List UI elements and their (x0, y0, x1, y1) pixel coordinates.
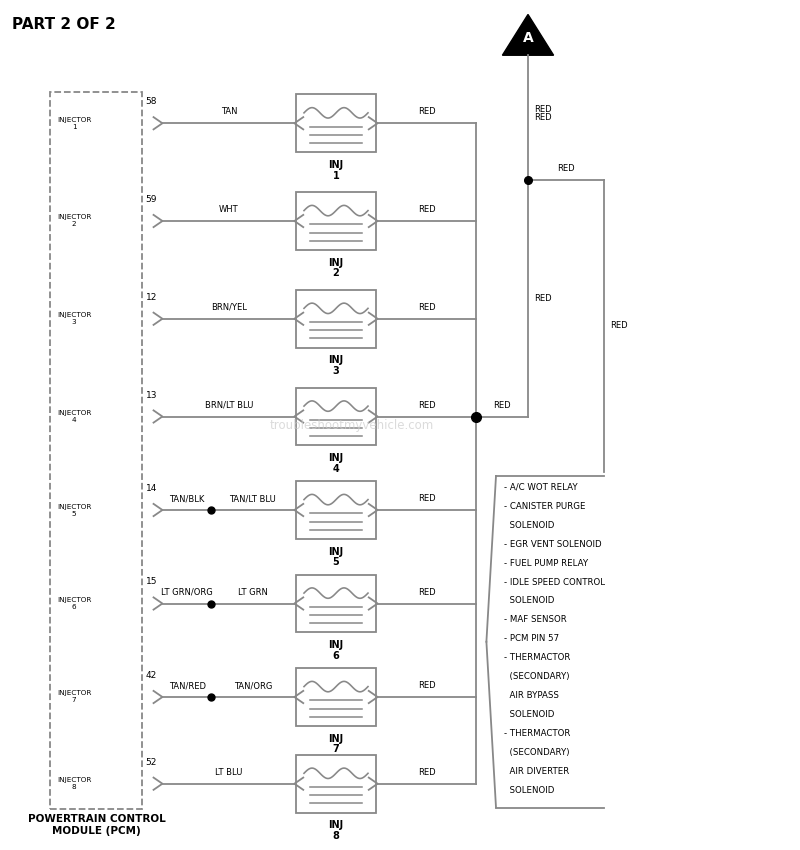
Text: LT BLU: LT BLU (215, 768, 242, 777)
Text: LT GRN/ORG: LT GRN/ORG (162, 587, 213, 597)
Text: 12: 12 (146, 292, 157, 302)
Polygon shape (502, 14, 554, 55)
Text: - THERMACTOR: - THERMACTOR (504, 654, 570, 662)
Text: 58: 58 (146, 97, 157, 106)
Text: - MAF SENSOR: - MAF SENSOR (504, 615, 566, 625)
Text: 52: 52 (146, 757, 157, 767)
Text: troubleshootmyvehicle.com: troubleshootmyvehicle.com (270, 418, 434, 432)
Text: 13: 13 (146, 390, 157, 400)
Text: - EGR VENT SOLENOID: - EGR VENT SOLENOID (504, 540, 602, 548)
Text: RED: RED (557, 164, 575, 173)
Text: INJ
5: INJ 5 (329, 547, 343, 567)
Text: RED: RED (418, 494, 436, 503)
Bar (296, 388, 376, 445)
Text: PART 2 OF 2: PART 2 OF 2 (12, 17, 116, 32)
Text: AIR DIVERTER: AIR DIVERTER (504, 767, 570, 776)
Text: - A/C WOT RELAY: - A/C WOT RELAY (504, 483, 578, 492)
Bar (296, 290, 376, 348)
Text: INJECTOR
1: INJECTOR 1 (57, 116, 91, 130)
Text: INJ
7: INJ 7 (329, 734, 343, 754)
Text: LT GRN: LT GRN (238, 587, 268, 597)
Text: INJECTOR
4: INJECTOR 4 (57, 410, 91, 423)
Text: TAN/RED: TAN/RED (169, 681, 206, 690)
Text: INJ
3: INJ 3 (329, 355, 343, 376)
Text: RED: RED (418, 587, 436, 597)
Text: INJECTOR
6: INJECTOR 6 (57, 597, 91, 610)
Text: BRN/YEL: BRN/YEL (211, 303, 246, 312)
Text: - PCM PIN 57: - PCM PIN 57 (504, 634, 559, 643)
Bar (296, 575, 376, 632)
Text: 14: 14 (146, 484, 157, 493)
Text: RED: RED (418, 400, 436, 410)
Text: TAN/ORG: TAN/ORG (234, 681, 272, 690)
Text: RED: RED (534, 105, 552, 114)
Text: INJECTOR
8: INJECTOR 8 (57, 777, 91, 790)
Text: RED: RED (610, 321, 628, 331)
Text: - CANISTER PURGE: - CANISTER PURGE (504, 502, 586, 511)
Text: - THERMACTOR: - THERMACTOR (504, 729, 570, 738)
Text: RED: RED (534, 113, 552, 122)
Text: SOLENOID: SOLENOID (504, 786, 554, 795)
Text: RED: RED (418, 303, 436, 312)
Text: RED: RED (418, 205, 436, 214)
Text: - FUEL PUMP RELAY: - FUEL PUMP RELAY (504, 558, 588, 568)
Text: INJ
4: INJ 4 (329, 453, 343, 473)
Text: RED: RED (534, 294, 552, 303)
Text: 42: 42 (146, 671, 157, 680)
Text: RED: RED (493, 400, 511, 410)
Text: 15: 15 (146, 577, 157, 586)
Text: SOLENOID: SOLENOID (504, 521, 554, 530)
Bar (296, 94, 376, 152)
Text: TAN/BLK: TAN/BLK (170, 494, 205, 503)
Text: 59: 59 (146, 195, 157, 204)
Text: INJECTOR
5: INJECTOR 5 (57, 503, 91, 517)
Text: INJ
2: INJ 2 (329, 258, 343, 278)
Text: RED: RED (418, 681, 436, 690)
Text: TAN/LT BLU: TAN/LT BLU (230, 494, 276, 503)
Text: (SECONDARY): (SECONDARY) (504, 672, 570, 681)
Text: TAN: TAN (221, 107, 237, 116)
Bar (296, 481, 376, 539)
Bar (296, 192, 376, 250)
Text: SOLENOID: SOLENOID (504, 597, 554, 605)
Text: (SECONDARY): (SECONDARY) (504, 748, 570, 757)
Text: RED: RED (418, 768, 436, 777)
Bar (296, 755, 376, 813)
Text: - IDLE SPEED CONTROL: - IDLE SPEED CONTROL (504, 577, 605, 586)
Text: INJECTOR
3: INJECTOR 3 (57, 312, 91, 326)
Text: SOLENOID: SOLENOID (504, 710, 554, 719)
Text: INJ
1: INJ 1 (329, 160, 343, 180)
Text: AIR BYPASS: AIR BYPASS (504, 691, 559, 700)
Text: RED: RED (418, 107, 436, 116)
Bar (296, 668, 376, 726)
Text: POWERTRAIN CONTROL
MODULE (PCM): POWERTRAIN CONTROL MODULE (PCM) (27, 814, 166, 836)
Text: INJECTOR
2: INJECTOR 2 (57, 214, 91, 228)
Text: INJ
6: INJ 6 (329, 640, 343, 660)
Text: INJ
8: INJ 8 (329, 820, 343, 841)
Text: INJECTOR
7: INJECTOR 7 (57, 690, 91, 704)
Text: BRN/LT BLU: BRN/LT BLU (205, 400, 253, 410)
Bar (50, 92, 142, 809)
Text: A: A (522, 31, 534, 45)
Text: WHT: WHT (219, 205, 238, 214)
